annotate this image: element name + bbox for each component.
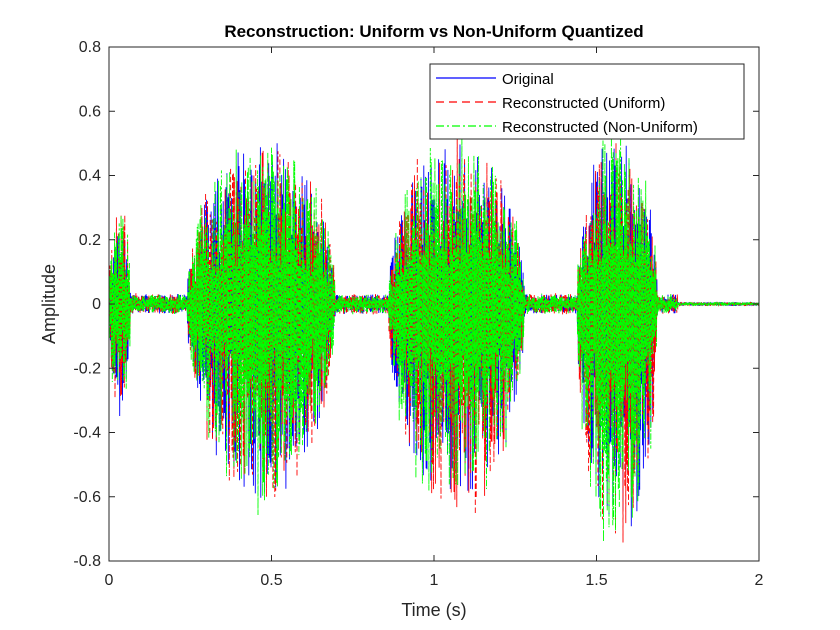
series-line-2 [108,127,760,542]
x-tick-label: 2 [755,572,764,589]
y-tick-label: 0.4 [79,168,101,185]
y-tick-label: 0.2 [79,232,101,249]
y-tick-label: -0.6 [73,489,101,506]
y-tick-label: 0.8 [79,39,101,56]
legend-label-nonuniform: Reconstructed (Non-Uniform) [502,119,698,136]
x-axis-label: Time (s) [401,600,466,620]
y-axis-label: Amplitude [39,264,59,344]
x-tick-label: 0.5 [260,572,282,589]
y-ticks: -0.8 -0.6 -0.4 -0.2 0 0.2 0.4 0.6 0.8 [73,39,759,570]
x-tick-label: 1.5 [585,572,607,589]
y-tick-label: 0 [92,296,101,313]
y-tick-label: -0.2 [73,360,101,377]
series-layer [108,127,760,543]
x-ticks: 0 0.5 1 1.5 2 [105,47,764,589]
legend-label-uniform: Reconstructed (Uniform) [502,95,665,112]
x-tick-label: 1 [430,572,439,589]
y-tick-label: -0.8 [73,553,101,570]
y-tick-label: -0.4 [73,425,101,442]
x-tick-label: 0 [105,572,114,589]
legend-label-original: Original [502,71,554,88]
chart-title: Reconstruction: Uniform vs Non-Uniform Q… [224,22,643,41]
y-tick-label: 0.6 [79,103,101,120]
legend: Original Reconstructed (Uniform) Reconst… [429,63,745,140]
